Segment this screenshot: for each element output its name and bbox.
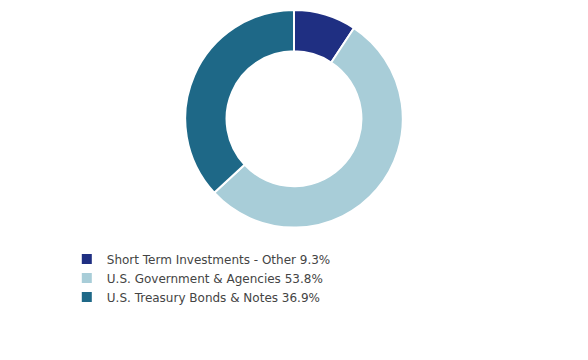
svg-text:U.S. Treasury Bonds & Notes 36: U.S. Treasury Bonds & Notes 36.9% [107,291,320,305]
svg-text:Short Term Investments - Other: Short Term Investments - Other 9.3% [107,253,330,267]
svg-text:U.S. Government & Agencies 53.: U.S. Government & Agencies 53.8% [107,272,323,286]
